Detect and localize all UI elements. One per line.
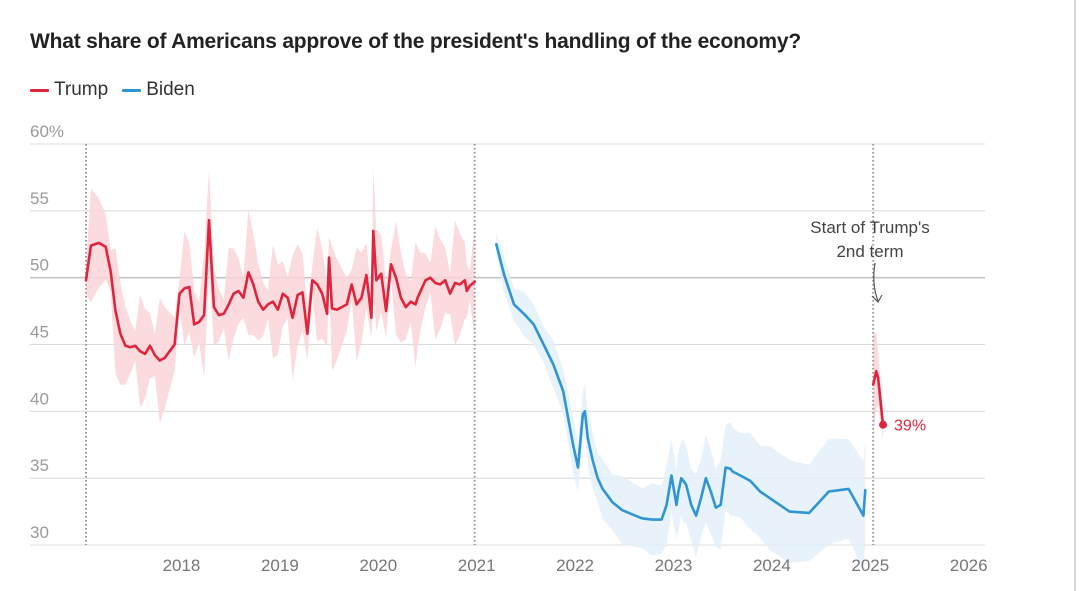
annotation-arrow bbox=[873, 262, 879, 302]
annotation-start-term-line2: 2nd term bbox=[836, 242, 903, 261]
band-trump-0 bbox=[86, 168, 475, 424]
x-tick-label-2021: 2021 bbox=[458, 556, 496, 575]
last-point-dot bbox=[879, 420, 888, 429]
x-tick-label-2019: 2019 bbox=[261, 556, 299, 575]
confidence-bands bbox=[86, 168, 883, 571]
x-tick-label-2025: 2025 bbox=[851, 556, 889, 575]
y-tick-label-60: 60% bbox=[30, 122, 64, 141]
x-tick-label-2023: 2023 bbox=[655, 556, 693, 575]
series-line-trump-0 bbox=[84, 218, 476, 362]
legend-label-biden: Biden bbox=[146, 79, 195, 100]
x-tick-label-2024: 2024 bbox=[753, 556, 791, 575]
annotations: Start of Trump's 2nd term 39% bbox=[810, 218, 929, 435]
series-lines bbox=[84, 218, 888, 521]
x-tick-label-2018: 2018 bbox=[163, 556, 201, 575]
x-tick-label-2026: 2026 bbox=[950, 556, 988, 575]
legend-swatch-trump bbox=[30, 88, 49, 92]
annotation-arrowhead bbox=[871, 294, 883, 303]
legend-swatch-biden bbox=[122, 88, 142, 92]
x-tick-label-2020: 2020 bbox=[359, 556, 397, 575]
y-tick-label-40: 40 bbox=[30, 389, 49, 408]
x-axis-ticks: 2018 2019 2020 2021 2022 2023 2024 2025 2026 bbox=[163, 556, 988, 575]
legend: Trump Biden bbox=[30, 79, 209, 101]
legend-item-trump: Trump bbox=[30, 79, 108, 101]
y-axis-ticks: 30 35 40 45 50 55 60% bbox=[30, 122, 64, 542]
series-line-biden-1 bbox=[495, 243, 867, 521]
y-tick-label-45: 45 bbox=[30, 323, 49, 342]
band-biden-1 bbox=[496, 232, 866, 571]
x-tick-label-2022: 2022 bbox=[556, 556, 594, 575]
legend-label-trump: Trump bbox=[54, 79, 109, 100]
chart-title: What share of Americans approve of the p… bbox=[30, 30, 802, 53]
y-tick-label-55: 55 bbox=[30, 189, 49, 208]
last-value-label: 39% bbox=[894, 418, 926, 435]
panel-border bbox=[1074, 0, 1076, 591]
y-tick-label-30: 30 bbox=[30, 523, 49, 542]
term-marker-layer bbox=[85, 144, 875, 545]
y-tick-label-50: 50 bbox=[30, 256, 49, 275]
annotation-start-term-line1: Start of Trump's bbox=[810, 218, 929, 237]
series-line-trump-2 bbox=[871, 369, 885, 426]
y-tick-label-35: 35 bbox=[30, 456, 49, 475]
legend-item-biden: Biden bbox=[122, 79, 195, 101]
